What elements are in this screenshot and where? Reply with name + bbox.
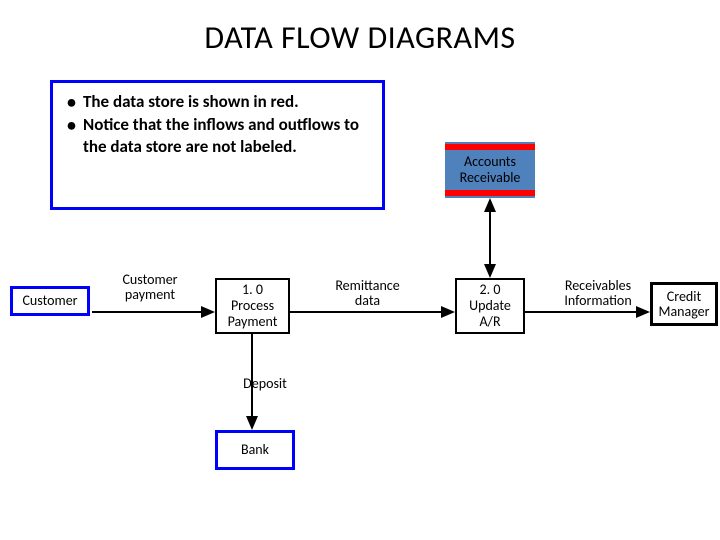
entity-bank: Bank [215,430,295,470]
entity-customer: Customer [10,286,90,316]
info-bullet: Notice that the inflows and outflows to … [65,114,370,157]
datastore-bottom-bar [445,190,535,196]
info-box: The data store is shown in red.Notice th… [50,80,385,210]
info-bullet-list: The data store is shown in red.Notice th… [65,91,370,157]
flow-label-customer-payment: Customerpayment [110,272,190,303]
flow-label-deposit: Deposit [235,376,295,391]
page-title: DATA FLOW DIAGRAMS [0,18,720,57]
entity-credit-manager: CreditManager [650,282,718,326]
process-1-process-payment: 1. 0ProcessPayment [215,278,290,334]
datastore-accounts-receivable: AccountsReceivable [445,142,535,198]
flow-label-receivables-information: ReceivablesInformation [548,278,648,309]
info-bullet: The data store is shown in red. [65,91,370,112]
flow-label-remittance-data: Remittancedata [320,278,415,309]
process-2-update-ar: 2. 0UpdateA/R [455,278,525,334]
datastore-label: AccountsReceivable [445,150,535,190]
